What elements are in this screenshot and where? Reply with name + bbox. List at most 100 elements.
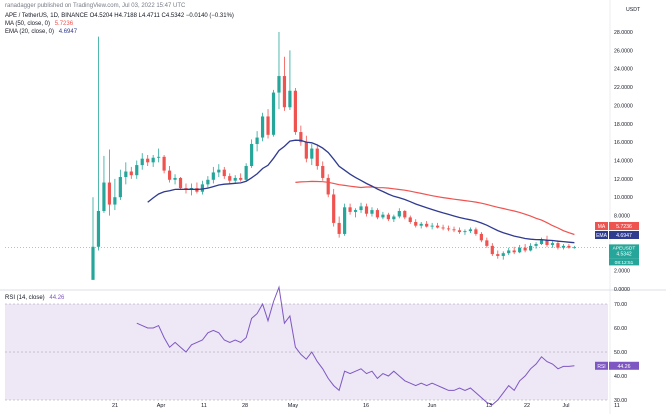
rsi-tick-label: 70.00 — [614, 302, 627, 308]
candle-body — [446, 228, 451, 230]
ma50-line — [295, 180, 575, 236]
candle-body — [299, 132, 303, 143]
candle-body — [200, 184, 204, 192]
time-tick-label: May — [288, 403, 299, 409]
ma-legend-label: MA (50, close, 0) — [5, 21, 51, 27]
candle-body — [332, 194, 336, 223]
candle-body — [359, 206, 363, 211]
candle-body — [436, 225, 440, 228]
candle-body — [375, 210, 380, 218]
candle-body — [501, 253, 505, 256]
candle-body — [408, 217, 412, 222]
candle-body — [288, 90, 292, 108]
countdown-tag-bg — [609, 258, 639, 266]
time-tick-label: 21 — [112, 403, 118, 409]
candle-body — [496, 254, 500, 256]
candle-body — [457, 230, 462, 233]
ema20-line — [147, 139, 575, 244]
ema-legend-value: 4.6947 — [58, 29, 78, 35]
price-tick-label: 10.0000 — [614, 195, 633, 201]
candle-body — [321, 166, 325, 178]
candle-body — [293, 90, 297, 133]
candle-body — [534, 244, 538, 246]
candle-body — [157, 156, 161, 158]
candle-body — [441, 227, 445, 229]
candle-body — [386, 214, 390, 220]
ema-legend: EMA (20, close, 0) 4.6947 — [5, 29, 77, 36]
candle-body — [315, 148, 319, 167]
rsi-tag-value-bg — [609, 361, 639, 370]
time-tick-label: Jun — [428, 403, 437, 409]
candle-body — [556, 243, 560, 248]
candle-body — [353, 210, 358, 212]
candle-body — [211, 172, 215, 180]
price-tick-label: 26.0000 — [614, 48, 633, 54]
ema-tag-label: EMA — [596, 233, 608, 239]
candle-body — [403, 210, 407, 218]
price-axis-unit: USDT — [626, 7, 641, 13]
candle-body — [545, 240, 549, 245]
candle-body — [468, 229, 473, 232]
candle-body — [370, 210, 374, 214]
countdown-value: 08:12:51 — [615, 260, 634, 266]
candle-body — [233, 177, 237, 181]
time-tick-label: Jul — [562, 403, 569, 409]
candle-body — [255, 137, 259, 144]
ma-legend: MA (50, close, 0) 5.7236 — [5, 21, 73, 28]
candle-body — [217, 169, 221, 173]
candle-body — [485, 240, 489, 246]
candles-layer — [91, 32, 576, 280]
candle-body — [135, 165, 139, 176]
ma-tag-label-bg — [595, 222, 608, 230]
candle-body — [463, 231, 467, 233]
symbol-line: APE / TetherUS, 1D, BINANCE O4.5204 H4.7… — [5, 13, 234, 19]
time-tick-label: 13 — [486, 403, 492, 409]
candle-body — [529, 245, 533, 251]
candle-body — [244, 166, 248, 180]
ma-tag-label: MA — [598, 224, 606, 230]
candle-body — [310, 148, 314, 159]
rsi-tick-label: 50.00 — [614, 350, 627, 356]
price-tick-label: 16.0000 — [614, 140, 633, 146]
rsi-line — [136, 285, 575, 406]
candle-body — [490, 245, 494, 255]
candle-body — [146, 158, 150, 163]
candle-body — [512, 250, 516, 253]
candle-body — [271, 92, 276, 135]
rsi-legend-value: 44.26 — [49, 295, 65, 301]
candle-body — [343, 207, 347, 234]
candle-body — [304, 142, 308, 159]
last-price-value: 4.5342 — [616, 251, 632, 257]
credit-text: ranadagger published on TradingView.com,… — [5, 3, 186, 9]
candle-body — [228, 176, 232, 181]
ema-tag-label-bg — [595, 231, 608, 239]
price-tick-label: 24.0000 — [614, 67, 633, 73]
candle-body — [326, 177, 330, 195]
candle-body — [124, 171, 128, 178]
price-tick-label: 22.0000 — [614, 85, 633, 91]
candle-body — [250, 143, 254, 167]
candle-body — [414, 221, 418, 226]
price-tick-label: 0.0000 — [614, 287, 630, 293]
candle-body — [425, 223, 429, 227]
candle-body — [129, 171, 133, 176]
time-tick-label: 11 — [201, 403, 207, 409]
candle-body — [266, 116, 270, 135]
candle-body — [337, 222, 341, 234]
rsi-band-layer — [5, 303, 608, 401]
rsi-tag-label-bg — [595, 361, 608, 370]
candle-body — [392, 216, 396, 220]
indicator-lines-layer — [5, 139, 608, 406]
price-tick-label: 2.0000 — [614, 269, 630, 275]
candle-body — [118, 177, 122, 198]
price-tick-label: 28.0000 — [614, 30, 633, 36]
candle-body — [572, 247, 576, 249]
rsi-legend: RSI (14, close) 44.26 — [5, 295, 64, 302]
candle-body — [561, 245, 566, 248]
rsi-tag-value: 44.26 — [618, 364, 631, 370]
ema-legend-label: EMA (20, close, 0) — [5, 29, 55, 35]
time-tick-label: 11 — [614, 403, 620, 409]
